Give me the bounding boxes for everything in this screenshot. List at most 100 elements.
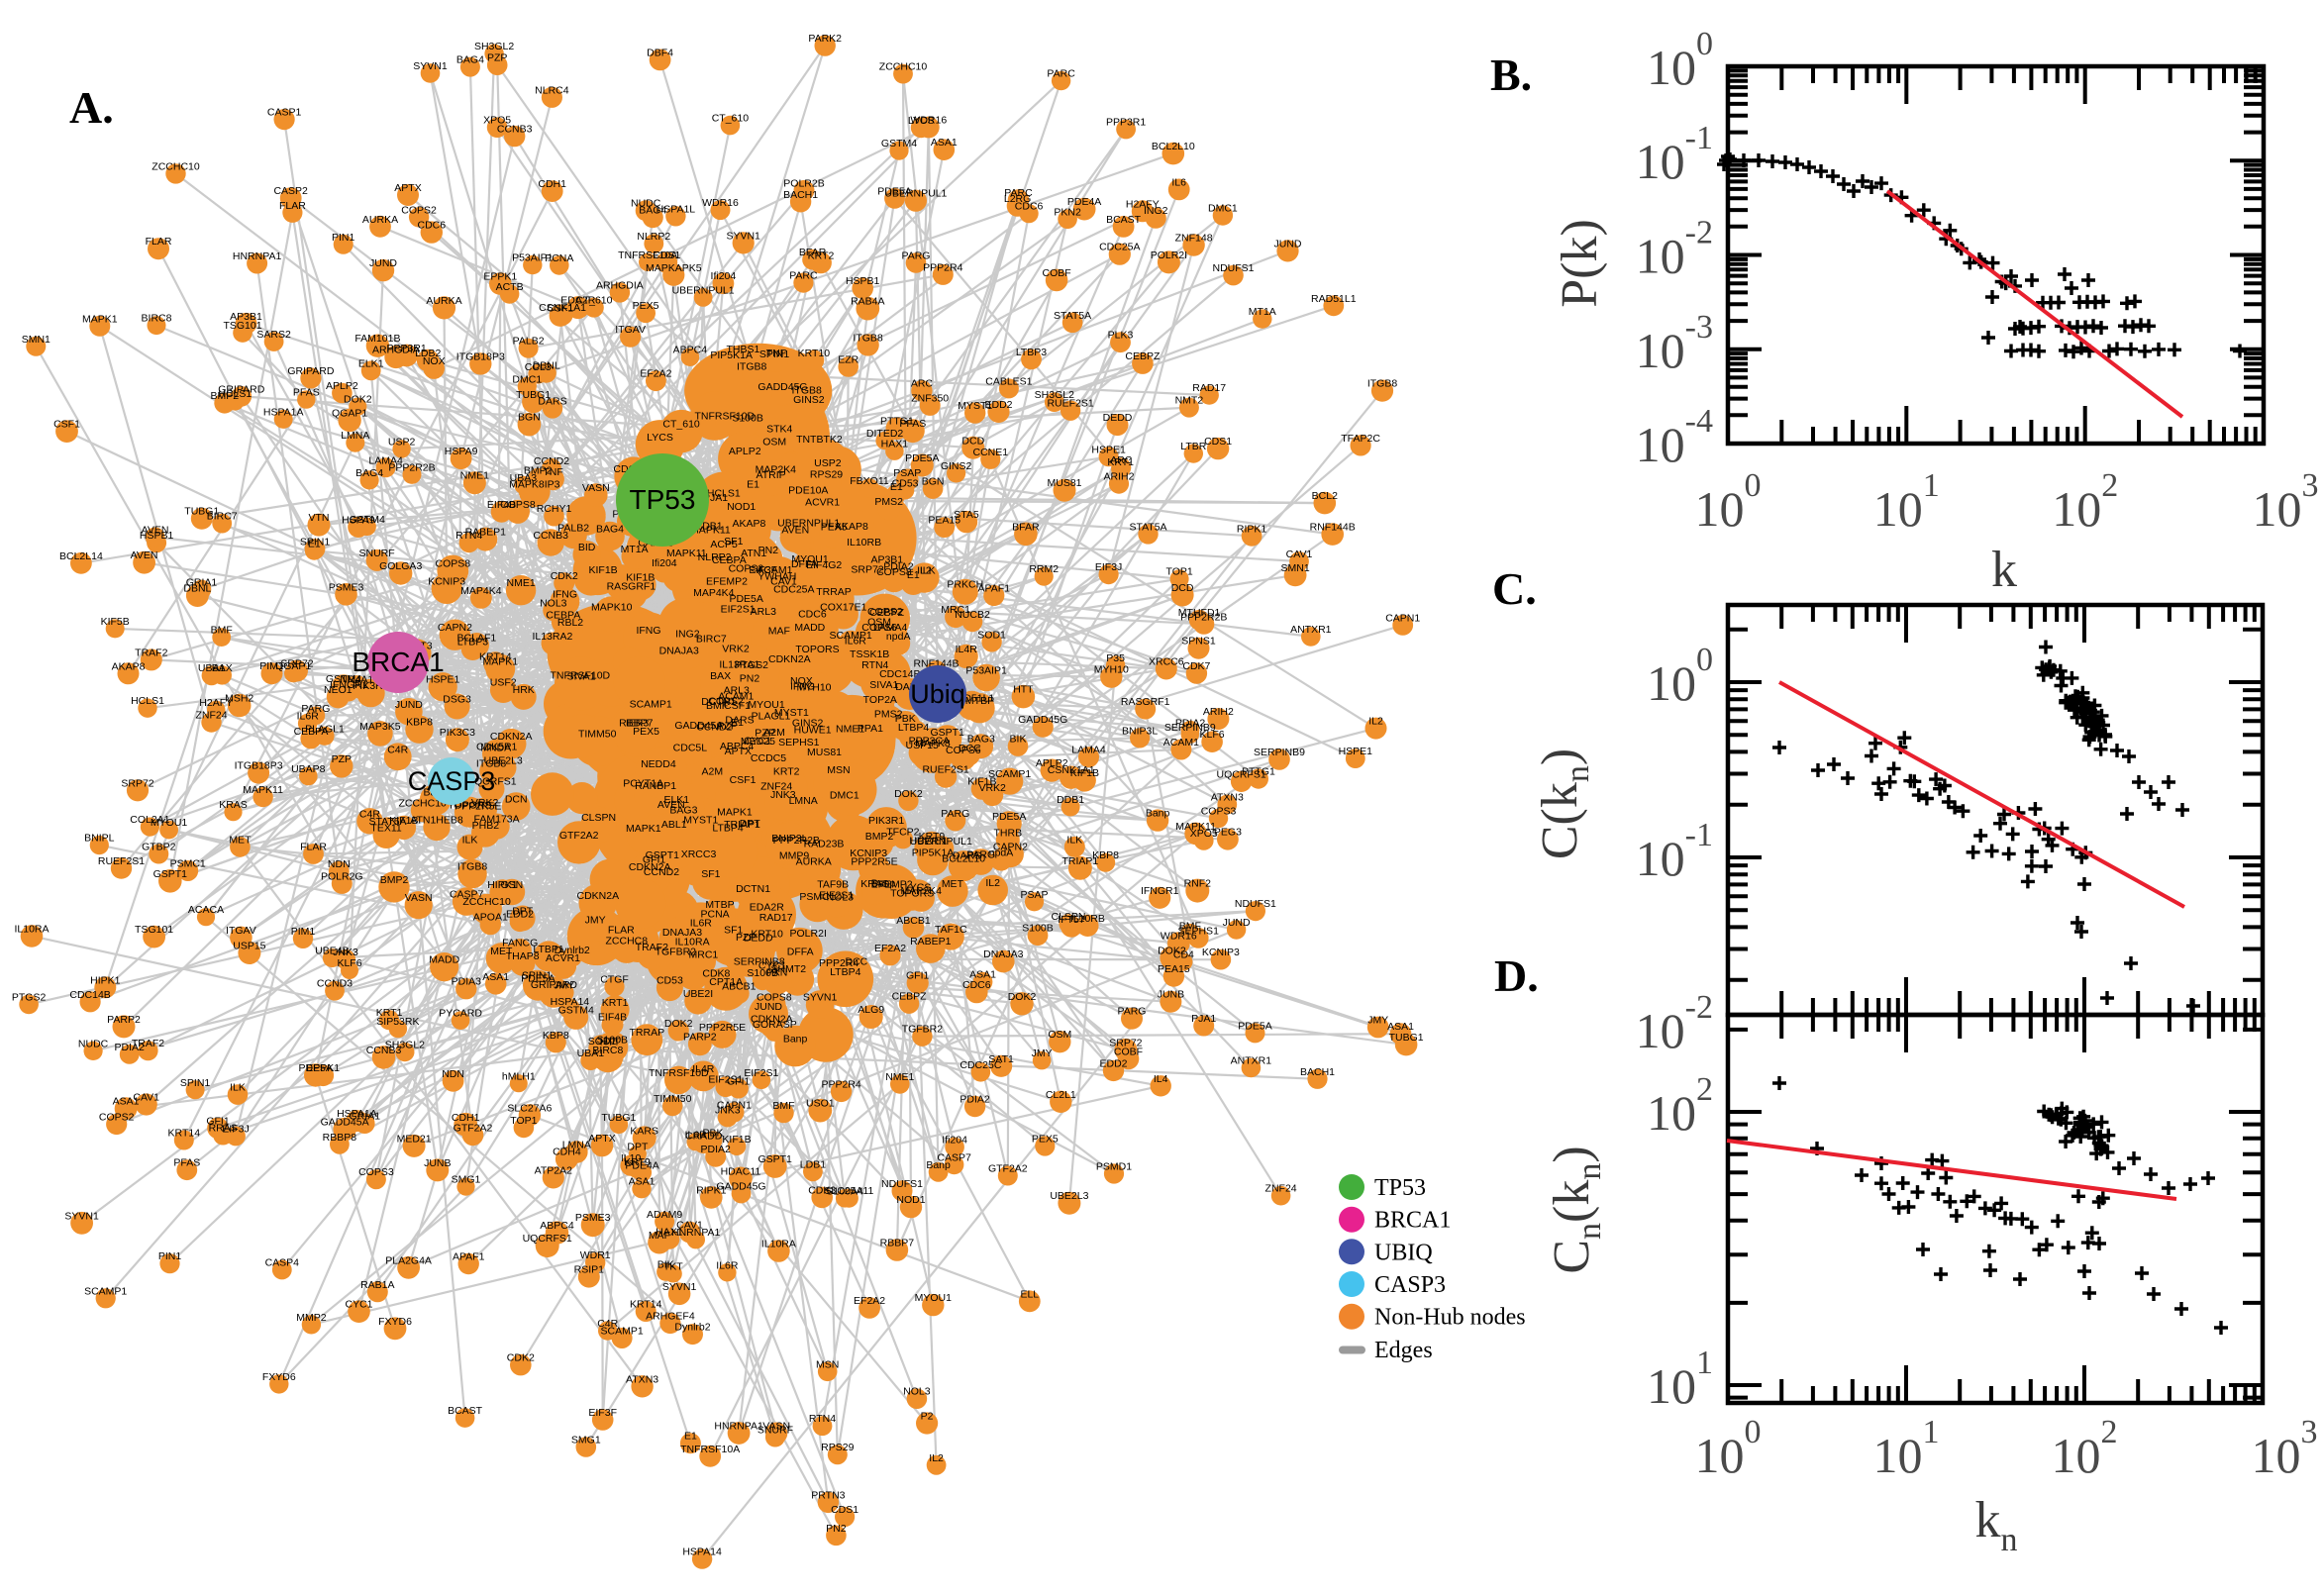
svg-text:XPO5: XPO5 [1190, 828, 1218, 840]
svg-text:ING2: ING2 [675, 629, 700, 641]
svg-text:CAPN1: CAPN1 [717, 1099, 752, 1111]
svg-text:PDE5A: PDE5A [992, 811, 1026, 823]
svg-text:IFNG: IFNG [636, 625, 660, 637]
svg-text:SCAMP1: SCAMP1 [830, 630, 872, 642]
svg-text:SF1: SF1 [724, 925, 743, 937]
svg-text:SMN1: SMN1 [1281, 562, 1310, 574]
svg-text:LAMA4: LAMA4 [873, 622, 908, 634]
svg-text:CASP2: CASP2 [273, 185, 308, 197]
svg-text:TRAF2: TRAF2 [135, 647, 167, 658]
svg-text:SYVN1: SYVN1 [64, 1210, 99, 1222]
svg-text:EIF4B: EIF4B [598, 1012, 627, 1024]
svg-text:MAPK11: MAPK11 [666, 548, 707, 559]
svg-text:IL6R: IL6R [716, 1259, 739, 1271]
svg-text:IL2: IL2 [929, 1452, 944, 1464]
svg-text:MED21: MED21 [397, 1133, 432, 1145]
svg-text:PJA1: PJA1 [1191, 1013, 1216, 1025]
svg-text:ABL1: ABL1 [661, 819, 687, 831]
svg-text:DDB1: DDB1 [1057, 794, 1084, 806]
svg-text:LDB2: LDB2 [415, 348, 441, 359]
svg-text:PDE5A: PDE5A [521, 972, 555, 984]
svg-text:CEBPZ: CEBPZ [869, 607, 905, 619]
svg-text:PFAS: PFAS [293, 387, 320, 399]
svg-text:RAD51L1: RAD51L1 [1311, 293, 1357, 305]
svg-text:CT_610: CT_610 [712, 113, 750, 125]
svg-text:SH3GL2: SH3GL2 [1035, 389, 1074, 401]
svg-text:ATP2A2: ATP2A2 [535, 1164, 572, 1176]
svg-text:ELL: ELL [1020, 1288, 1039, 1300]
svg-text:PRTN3: PRTN3 [811, 1489, 845, 1501]
svg-text:MADD: MADD [794, 622, 825, 634]
svg-text:BIRC7: BIRC7 [207, 511, 238, 523]
svg-text:CAPN2: CAPN2 [993, 842, 1028, 853]
svg-text:GSTM4: GSTM4 [558, 1004, 594, 1016]
svg-text:TFAP2C: TFAP2C [1341, 433, 1380, 445]
svg-text:H2AFY: H2AFY [1126, 198, 1160, 210]
svg-text:SEPHS1: SEPHS1 [1177, 925, 1219, 937]
svg-text:ARIH2: ARIH2 [1104, 471, 1135, 483]
svg-text:GADD45G: GADD45G [758, 381, 807, 393]
svg-text:SCAMP1: SCAMP1 [601, 1326, 644, 1338]
svg-text:PARG: PARG [301, 703, 330, 715]
svg-text:HDAC11: HDAC11 [721, 1165, 761, 1177]
svg-text:MUS81: MUS81 [1047, 477, 1081, 489]
svg-text:ITGB18P3: ITGB18P3 [235, 760, 283, 772]
svg-text:BCL2L14: BCL2L14 [59, 550, 103, 562]
svg-text:A.: A. [69, 82, 114, 133]
svg-text:ITGB8: ITGB8 [457, 861, 488, 873]
svg-text:PIK3C3: PIK3C3 [440, 727, 475, 739]
svg-text:XRCC3: XRCC3 [681, 848, 717, 860]
svg-text:CCND2: CCND2 [534, 455, 569, 467]
svg-text:KRT10: KRT10 [798, 348, 831, 359]
svg-text:ARHGDIA: ARHGDIA [372, 345, 420, 356]
svg-text:EDA2R: EDA2R [750, 902, 784, 914]
svg-text:EIF3F: EIF3F [588, 1407, 617, 1419]
svg-text:STAT5A: STAT5A [1054, 310, 1091, 322]
svg-text:npdA: npdA [886, 631, 911, 643]
svg-text:ITGAV: ITGAV [226, 925, 256, 937]
svg-text:AVEN: AVEN [657, 799, 685, 811]
svg-text:SPIN1: SPIN1 [522, 970, 553, 982]
svg-text:NMT2: NMT2 [1175, 395, 1204, 407]
svg-text:ZNF24: ZNF24 [195, 710, 227, 722]
svg-text:CCND2: CCND2 [644, 866, 679, 878]
svg-text:CT_610: CT_610 [575, 295, 613, 307]
svg-text:DNAJA3: DNAJA3 [983, 948, 1023, 960]
svg-text:PYCARD: PYCARD [439, 1008, 482, 1020]
svg-text:KRT14: KRT14 [168, 1128, 201, 1140]
svg-text:E1: E1 [907, 569, 920, 581]
svg-text:RUEF2S1: RUEF2S1 [922, 764, 968, 776]
svg-text:MET: MET [229, 834, 252, 846]
svg-text:IFNGR1: IFNGR1 [1141, 885, 1179, 897]
svg-text:NDUFS1: NDUFS1 [1235, 898, 1276, 910]
svg-text:ARL3: ARL3 [751, 606, 776, 618]
svg-text:RAD23B: RAD23B [804, 839, 845, 850]
svg-text:WDR16: WDR16 [1161, 931, 1197, 943]
svg-text:MAPK1: MAPK1 [717, 807, 753, 819]
svg-text:MAF: MAF [649, 1230, 670, 1242]
svg-text:PSAP: PSAP [893, 467, 921, 479]
svg-text:EIF2S1: EIF2S1 [744, 1067, 778, 1079]
svg-text:GINS2: GINS2 [792, 718, 824, 730]
svg-text:PDIA2: PDIA2 [960, 1094, 990, 1106]
svg-text:XPO5: XPO5 [483, 115, 511, 127]
svg-text:SRP72: SRP72 [851, 564, 883, 576]
svg-text:GSPT1: GSPT1 [930, 727, 964, 739]
svg-text:KIF5B: KIF5B [101, 616, 130, 628]
svg-text:RTN4: RTN4 [455, 530, 482, 542]
svg-text:MT1A: MT1A [1249, 306, 1276, 318]
svg-text:IL6R: IL6R [690, 917, 713, 929]
svg-text:DFFA: DFFA [791, 558, 818, 570]
svg-text:KCNIP3: KCNIP3 [428, 575, 465, 587]
svg-text:NEO1: NEO1 [324, 684, 353, 696]
svg-text:UBAP8: UBAP8 [291, 763, 326, 775]
svg-text:SF1: SF1 [724, 536, 743, 548]
svg-text:MSN: MSN [816, 1358, 839, 1370]
svg-text:MAPK11: MAPK11 [243, 784, 283, 796]
svg-text:k: k [1991, 542, 2017, 598]
svg-text:BAG4: BAG4 [355, 467, 383, 479]
svg-text:TNTBTK2: TNTBTK2 [796, 434, 843, 446]
svg-text:ZCCHC10: ZCCHC10 [152, 160, 200, 172]
svg-text:DCC: DCC [959, 743, 981, 754]
svg-text:HCLS1: HCLS1 [131, 695, 164, 707]
